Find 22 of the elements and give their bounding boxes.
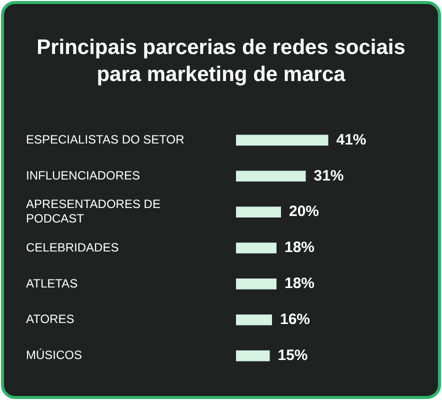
bar [236,314,272,326]
data-label: 16% [280,311,310,328]
data-label: 41% [336,131,366,148]
y-tick-label: ATLETAS [26,276,78,290]
bar [236,170,306,182]
data-label: 20% [289,203,320,220]
y-tick-label: MÚSICOS [26,348,82,362]
y-tick-label: INFLUENCIADORES [26,168,140,182]
y-tick-label: CELEBRIDADES [26,240,119,254]
y-tick-label: APRESENTADORES DE PODCAST [26,197,160,226]
y-tick-label: ATORES [26,312,74,326]
data-label: 18% [284,275,315,292]
data-label: 18% [284,239,315,256]
bar [236,278,276,290]
data-label: 15% [278,346,308,364]
y-tick-label: ESPECIALISTAS DO SETOR [26,132,185,146]
bar [236,206,281,218]
bar [236,242,276,254]
bar [236,350,270,362]
data-label: 31% [314,167,344,184]
bar [236,134,328,146]
chart-title: Principais parcerias de redes sociais para marketing de marca [36,35,406,88]
